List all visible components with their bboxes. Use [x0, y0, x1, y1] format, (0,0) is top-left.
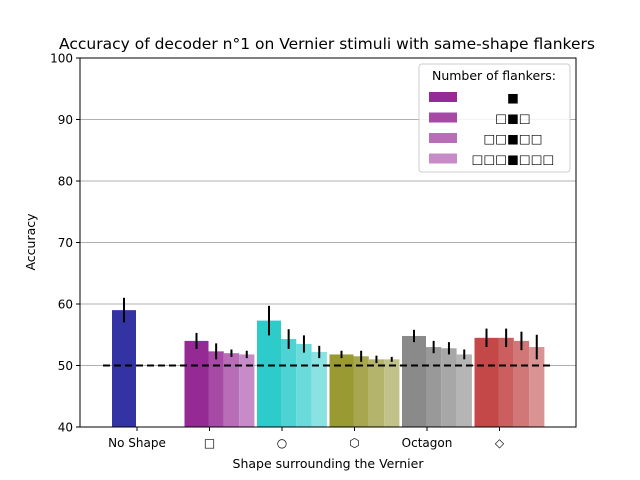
legend-entry-label: □□□■□□□: [472, 152, 555, 167]
bar: [426, 347, 442, 427]
legend-swatch: [429, 133, 457, 143]
bar: [402, 335, 426, 427]
x-axis-ticks: No Shape □ ○ ⬡ Octagon ◇: [108, 427, 505, 450]
y-tick-label: 90: [58, 113, 73, 127]
legend-entry-label: □■□: [495, 111, 530, 126]
bar: [498, 337, 514, 427]
legend-title: Number of flankers:: [432, 68, 556, 83]
y-tick-label: 60: [58, 298, 73, 312]
y-tick-label: 80: [58, 175, 73, 189]
bar: [384, 359, 400, 427]
legend: Number of flankers: ■ □■□ □□■□□ □□□■□□□: [418, 63, 571, 173]
legend-entries: ■ □■□ □□■□□ □□□■□□□: [429, 90, 554, 167]
bar: [441, 348, 457, 427]
legend-swatch: [429, 92, 457, 102]
x-tick-label: ◇: [495, 436, 505, 450]
x-tick-label: □: [204, 436, 215, 450]
bar: [184, 340, 209, 427]
bar: [456, 354, 472, 427]
y-tick-label: 40: [58, 421, 73, 435]
bars: [112, 297, 545, 427]
bar: [296, 343, 312, 427]
chart-title: Accuracy of decoder n°1 on Vernier stimu…: [59, 35, 595, 53]
bar: [112, 310, 136, 427]
x-tick-label: ○: [277, 436, 287, 450]
x-tick-label: No Shape: [108, 436, 166, 450]
bar: [353, 356, 369, 427]
bar: [281, 339, 297, 427]
y-tick-label: 70: [58, 236, 73, 250]
bar: [208, 351, 224, 427]
bar: [513, 340, 530, 427]
bar: [329, 354, 354, 427]
y-axis-ticks: 40 50 60 70 80 90 100: [50, 52, 80, 435]
bar: [368, 359, 385, 427]
legend-entry-label: □□■□□: [483, 131, 542, 146]
bar: [223, 353, 240, 427]
bar: [257, 320, 281, 427]
x-tick-label: Octagon: [402, 436, 453, 450]
legend-box: [418, 63, 571, 173]
x-axis-label: Shape surrounding the Vernier: [233, 456, 425, 471]
bar: [474, 337, 499, 427]
legend-swatch: [429, 112, 457, 123]
y-axis-label: Accuracy: [23, 213, 38, 271]
y-tick-label: 100: [50, 52, 73, 66]
bar: [239, 354, 255, 427]
y-tick-label: 50: [58, 359, 73, 373]
bar: [311, 351, 327, 427]
legend-entry-label: ■: [507, 90, 519, 105]
bar: [529, 347, 545, 427]
legend-swatch: [429, 153, 457, 164]
x-tick-label: ⬡: [349, 436, 359, 450]
